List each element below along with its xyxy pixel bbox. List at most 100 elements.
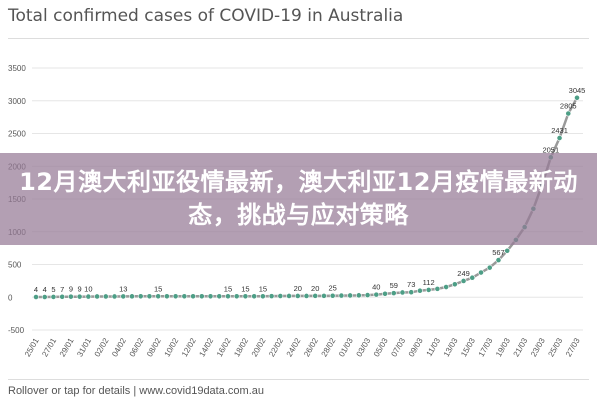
data-point[interactable]: [556, 135, 563, 141]
data-point[interactable]: [338, 292, 345, 299]
x-tick-label: 21/03: [512, 336, 530, 358]
data-point[interactable]: [469, 274, 476, 281]
data-point[interactable]: [225, 293, 231, 300]
x-tick-label: 28/02: [320, 336, 338, 358]
data-point[interactable]: [216, 293, 223, 300]
data-point[interactable]: [347, 292, 354, 299]
x-tick-label: 07/03: [389, 336, 407, 358]
headline-banner: 12月澳大利亚役情最新，澳大利亚12月疫情最新动态，挑战与应对策略: [0, 153, 597, 245]
data-label: 15: [241, 284, 249, 293]
chart-title: Total confirmed cases of COVID-19 in Aus…: [8, 6, 404, 26]
x-tick-label: 22/02: [267, 336, 285, 358]
x-tick-label: 24/02: [285, 336, 303, 358]
data-point[interactable]: [312, 292, 319, 299]
data-label: 249: [457, 269, 470, 278]
data-label: 567: [492, 248, 505, 257]
data-point[interactable]: [85, 293, 92, 300]
data-point[interactable]: [329, 292, 336, 299]
data-point[interactable]: [137, 293, 144, 300]
data-point[interactable]: [268, 293, 275, 300]
data-point[interactable]: [443, 284, 450, 290]
data-label: 59: [390, 281, 398, 290]
data-point[interactable]: [59, 293, 66, 300]
data-label: 10: [84, 285, 92, 294]
data-point[interactable]: [451, 281, 458, 288]
x-tick-label: 27/01: [40, 336, 58, 358]
data-point[interactable]: [434, 285, 441, 292]
x-tick-label: 17/03: [477, 336, 495, 358]
data-point[interactable]: [321, 292, 327, 299]
data-point[interactable]: [364, 292, 371, 298]
data-point[interactable]: [41, 294, 48, 300]
data-point[interactable]: [76, 293, 83, 300]
data-point[interactable]: [155, 293, 162, 300]
data-point[interactable]: [504, 247, 511, 254]
data-point[interactable]: [390, 290, 397, 297]
data-point[interactable]: [303, 293, 310, 299]
data-label: 15: [259, 284, 267, 293]
y-tick-label: -500: [8, 326, 25, 335]
data-label: 4: [34, 285, 38, 294]
x-tick-label: 10/02: [163, 336, 181, 358]
data-point[interactable]: [486, 264, 493, 271]
data-label: 15: [224, 284, 232, 293]
y-tick-label: 3500: [8, 64, 26, 73]
x-tick-label: 25/01: [23, 336, 41, 358]
data-label: 2431: [551, 126, 568, 135]
data-point[interactable]: [286, 293, 292, 299]
data-point[interactable]: [565, 110, 572, 117]
data-point[interactable]: [50, 294, 57, 300]
data-point[interactable]: [251, 293, 258, 300]
data-point[interactable]: [33, 294, 39, 300]
x-axis-ticks: 25/01 27/01 29/01 31/01 02/02 04/02 06/02 08/02…: [23, 336, 582, 358]
data-label: 9: [78, 285, 82, 294]
data-point[interactable]: [399, 289, 406, 296]
x-tick-label: 13/03: [442, 336, 460, 358]
x-tick-label: 23/03: [529, 336, 547, 358]
data-point[interactable]: [574, 94, 580, 101]
data-point[interactable]: [198, 293, 205, 300]
data-point[interactable]: [382, 290, 388, 297]
data-point[interactable]: [94, 293, 100, 300]
data-point[interactable]: [163, 293, 170, 300]
data-point[interactable]: [68, 293, 74, 300]
data-point[interactable]: [408, 289, 415, 296]
x-tick-label: 19/03: [494, 336, 512, 358]
data-point[interactable]: [495, 257, 502, 264]
headline-text: 12月澳大利亚役情最新，澳大利亚12月疫情最新动态，挑战与应对策略: [19, 168, 578, 229]
data-point[interactable]: [172, 293, 179, 300]
data-point[interactable]: [207, 293, 214, 300]
data-label: 73: [407, 280, 415, 289]
data-label: 13: [119, 284, 127, 293]
data-point[interactable]: [111, 293, 118, 300]
x-tick-label: 20/02: [250, 336, 268, 358]
y-tick-label: 500: [8, 261, 22, 270]
y-tick-label: 0: [8, 293, 13, 302]
data-point[interactable]: [242, 293, 249, 300]
x-tick-label: 04/02: [110, 336, 128, 358]
footer-divider: [8, 379, 589, 380]
data-point[interactable]: [190, 293, 196, 300]
data-point[interactable]: [120, 293, 127, 300]
footer-note[interactable]: Rollover or tap for details | www.covid1…: [8, 385, 264, 397]
data-point[interactable]: [233, 293, 240, 300]
x-tick-label: 26/02: [302, 336, 320, 358]
data-point[interactable]: [294, 293, 301, 299]
data-point[interactable]: [460, 278, 467, 284]
data-label: 20: [311, 284, 319, 293]
x-tick-label: 25/03: [546, 336, 564, 358]
data-point[interactable]: [355, 292, 362, 299]
data-point[interactable]: [417, 287, 423, 294]
data-label: 25: [329, 284, 337, 293]
x-tick-label: 15/03: [459, 336, 477, 358]
data-point[interactable]: [277, 293, 284, 299]
data-point[interactable]: [181, 293, 188, 300]
data-point[interactable]: [129, 293, 135, 300]
x-tick-label: 27/03: [564, 336, 582, 358]
data-point[interactable]: [102, 293, 109, 300]
data-point[interactable]: [373, 291, 380, 298]
data-point[interactable]: [425, 287, 432, 293]
data-point[interactable]: [478, 269, 484, 276]
data-point[interactable]: [259, 293, 266, 300]
data-point[interactable]: [146, 293, 153, 300]
